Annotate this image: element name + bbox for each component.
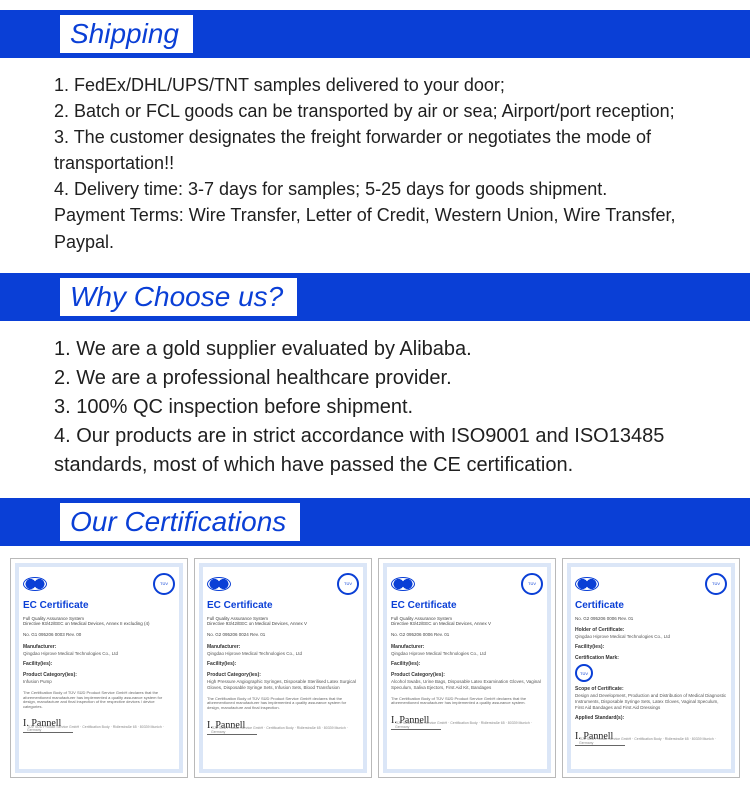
certificate-card: TÜV EC Certificate Full Quality Assuranc… [194,558,372,778]
shipping-body: 1. FedEx/DHL/UPS/TNT samples delivered t… [54,72,726,255]
section-header-certs: Our Certifications [0,498,750,546]
section-header-shipping: Shipping [0,10,750,58]
tuv-logo-icon [23,577,47,591]
cert-title: Certificate [575,599,727,612]
cert-title: EC Certificate [207,599,359,612]
cert-number: No. G2 095206 0024 Rev. 01 [207,632,359,637]
shipping-line-4: 4. Delivery time: 3-7 days for samples; … [54,176,726,202]
cert-number: No. G2 095206 0006 Rev. 01 [575,616,727,621]
section-title-why: Why Choose us? [60,278,297,316]
tuv-logo-icon [575,577,599,591]
tuv-stamp-icon: TÜV [521,573,543,595]
cert-number: No. G1 095206 0003 Rev. 00 [23,632,175,637]
certificates-row: TÜV EC Certificate Full Quality Assuranc… [0,552,750,788]
section-title-shipping: Shipping [60,15,193,53]
tuv-logo-icon [207,577,231,591]
certificate-card: TÜV Certificate No. G2 095206 0006 Rev. … [562,558,740,778]
why-line-1: 1. We are a gold supplier evaluated by A… [54,335,726,364]
tuv-mark-icon: TÜV [575,664,593,682]
why-line-3: 3. 100% QC inspection before shipment. [54,393,726,422]
cert-title: EC Certificate [23,599,175,612]
cert-title: EC Certificate [391,599,543,612]
cert-number: No. G2 095206 0006 Rev. 01 [391,632,543,637]
certificate-card: TÜV EC Certificate Full Quality Assuranc… [378,558,556,778]
shipping-line-1: 1. FedEx/DHL/UPS/TNT samples delivered t… [54,72,726,98]
why-line-4: 4. Our products are in strict accordance… [54,422,726,480]
why-body: 1. We are a gold supplier evaluated by A… [54,335,726,480]
certificate-card: TÜV EC Certificate Full Quality Assuranc… [10,558,188,778]
why-line-2: 2. We are a professional healthcare prov… [54,364,726,393]
tuv-logo-icon [391,577,415,591]
tuv-stamp-icon: TÜV [337,573,359,595]
shipping-line-3: 3. The customer designates the freight f… [54,124,726,176]
section-header-why: Why Choose us? [0,273,750,321]
tuv-stamp-icon: TÜV [705,573,727,595]
shipping-line-5: Payment Terms: Wire Transfer, Letter of … [54,202,726,254]
section-title-certs: Our Certifications [60,503,300,541]
shipping-line-2: 2. Batch or FCL goods can be transported… [54,98,726,124]
tuv-stamp-icon: TÜV [153,573,175,595]
